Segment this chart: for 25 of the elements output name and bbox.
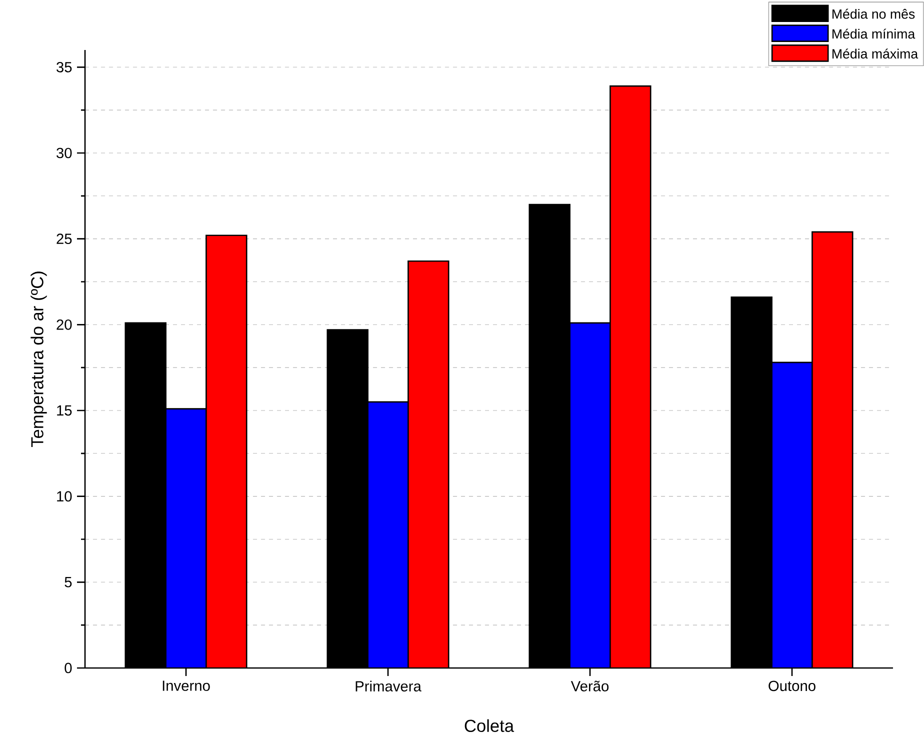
bar [610,86,651,668]
x-tick-label: Verão [570,680,609,692]
y-tick-label: 20 [56,319,72,330]
y-tick-label: 35 [56,62,72,72]
bar [771,362,813,668]
bar [812,231,854,668]
bar [166,408,206,668]
y-tick-label: 25 [56,234,72,244]
x-axis-title: Coleta [464,719,514,732]
bar [570,322,610,668]
y-tick-label: 0 [64,662,72,674]
y-tick-label: 5 [64,577,72,588]
legend-label: Média mínima [832,28,916,39]
x-tick-label: Outono [768,680,816,692]
legend-label: Média no mês [832,8,915,19]
y-tick-label: 30 [56,148,72,158]
legend-label: Média máxima [832,48,918,59]
y-tick-label: 15 [57,405,72,416]
bar [206,235,247,668]
y-tick-label: 10 [57,491,72,502]
x-tick-label: Primavera [356,680,422,692]
x-tick-label: Inverno [162,680,210,691]
bar [408,261,449,668]
bar [368,402,408,668]
y-axis-title: Temperatura do ar (ºC) [30,272,47,448]
